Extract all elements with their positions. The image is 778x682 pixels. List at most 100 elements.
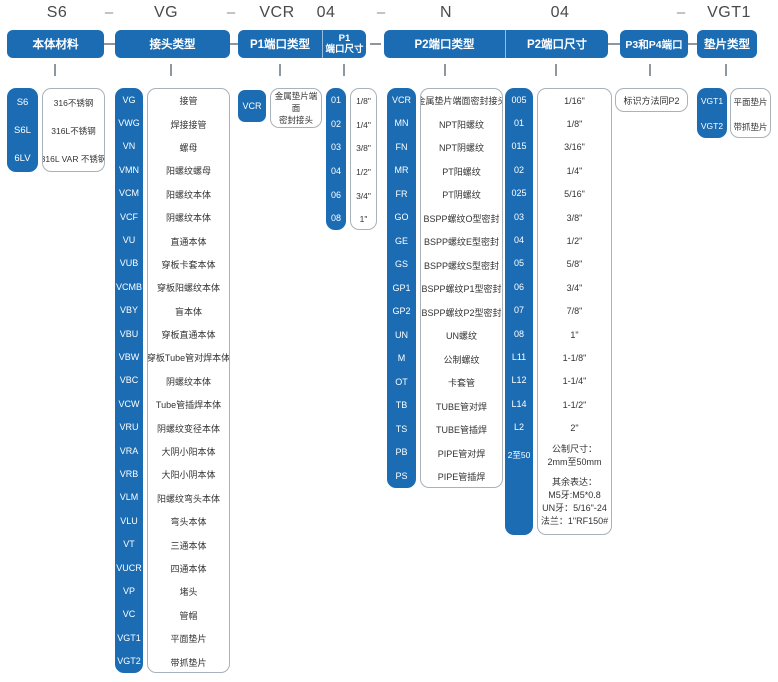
code-cell: 03 [330,142,341,153]
label-cell: 螺母 [179,142,198,153]
label-cell: 焊接接管 [170,119,207,130]
code-cell: FR [395,188,408,199]
label-cell: 1/4" [566,165,583,176]
p1-type-label: 金属垫片端面 密封接头 [270,88,322,128]
label-cell: PIPE管插焊 [437,472,486,483]
code-cell: VGT1 [700,95,724,106]
code-cell: VUB [119,258,139,269]
label-cell: Tube管插焊本体 [155,400,222,411]
body-material-codes: S6 S6L 6LV [7,88,38,172]
code-cell: 04 [513,235,524,246]
code-cell: L12 [511,375,527,386]
gasket-type-codes: VGT1 VGT2 [697,88,727,138]
code-cell: S6L [14,124,31,136]
code-cell: 08 [330,213,341,224]
label-cell: TUBE管对焊 [435,401,487,412]
code-cell: 06 [330,189,341,200]
header-p1-type: P1端口类型 [249,39,311,51]
label-cell: PT阴螺纹 [442,190,481,201]
tick-line [170,64,172,76]
label-cell: 1" [570,329,579,340]
code-cell: VLM [119,492,139,503]
p2-type-codes: VCR MN FN MR FR GO GE GS GP1 GP2 UN M OT TB TS PB PS [387,88,416,488]
code-cell: PS [395,470,408,481]
tick-line [725,64,727,76]
label-cell: 2" [570,423,579,434]
p2-type-labels: 金属垫片端面密封接头 NPT阳螺纹 NPT阴螺纹 PT阳螺纹 PT阴螺纹 BSPP螺纹O型… [420,88,503,488]
label-cell: 5/8" [566,259,583,270]
code-cell: S6 [16,96,29,108]
label-cell: 公制螺纹 [443,354,480,365]
label-cell-note: 其余表达： M5牙:M5*0.8 UN牙：5/16"-24 法兰：1"RF150… [540,476,609,526]
code-separator: – [104,4,114,21]
p1-type-code: VCR [238,90,266,122]
label-cell: 盲本体 [174,306,202,317]
label-cell: 穿板Tube管对焊本体 [147,353,230,364]
header-body-material: 本体材料 [7,30,104,58]
code-cell: VT [123,539,135,550]
code-cell-metric: 2至50 [507,449,531,460]
code-cell: 06 [513,281,524,292]
label-cell: 标识方法同P2 [623,95,680,106]
header-connector-type: 接头类型 [115,30,230,58]
code-cell: GS [394,259,408,270]
p3-p4-note-box: 标识方法同P2 [615,88,688,112]
code-cell: VUCR [116,562,142,573]
code-cell: L14 [511,398,527,409]
label-cell: BSPP螺纹P2型密封 [421,307,502,318]
connector-line [688,43,697,45]
label-cell: 穿板卡套本体 [161,259,216,270]
code-cell: VCW [118,398,140,409]
label-cell: 金属垫片端面密封接头 [420,96,503,107]
label-cell: 平面垫片 [733,96,768,107]
code-cell: VMN [119,164,139,175]
label-cell: 阴螺纹本体 [165,213,211,224]
code-separator: – [226,4,236,21]
code-p2-size: 04 [550,4,570,21]
label-cell: BSPP螺纹E型密封 [423,237,499,248]
code-cell: VC [122,609,136,620]
label-cell: 卡套管 [447,378,475,389]
code-cell: PB [395,447,408,458]
pill-filler [505,471,533,535]
code-cell: 07 [513,305,524,316]
tick-line [555,64,557,76]
label-cell: 7/8" [566,306,583,317]
code-cell: VP [122,585,135,596]
label-cell: 带抓垫片 [170,657,207,668]
code-cell: VRU [119,422,139,433]
tick-line [444,64,446,76]
label-cell: 金属垫片端面 密封接头 [274,90,318,126]
code-p2-type: N [439,4,453,21]
code-cell: VCM [119,188,139,199]
gasket-type-labels: 平面垫片 带抓垫片 [730,88,771,138]
code-cell: VBY [119,305,138,316]
label-cell: BSPP螺纹S型密封 [423,260,499,271]
label-cell: 1/8" [566,119,583,130]
code-cell: VN [122,141,136,152]
label-cell: 四通本体 [170,564,207,574]
label-cell: 3/8" [566,212,583,223]
code-cell: GP1 [392,282,411,293]
code-cell: VGT2 [117,656,141,667]
code-cell: 04 [330,165,341,176]
label-cell: 大阴小阳本体 [161,447,216,458]
code-cell: VWG [118,118,140,129]
connector-type-codes: VG VWG VN VMN VCM VCF VU VUB VCMB VBY VBU VBW VBC VCW… [115,88,143,673]
code-cell: VLU [120,515,138,526]
code-cell: VU [122,235,136,246]
label-cell: 1-1/8" [562,352,587,363]
label-cell: 1/2" [356,166,371,177]
label-cell: 大阳小阴本体 [161,470,216,481]
connector-line [230,43,238,45]
label-cell: 管帽 [179,610,198,621]
code-separator: – [376,4,386,21]
code-cell: OT [395,376,408,387]
label-cell: PIPE管对焊 [437,448,486,459]
tick-line [279,64,281,76]
label-cell: TUBE管插焊 [435,425,487,436]
code-p1-type: VCR [259,4,295,21]
code-cell: 025 [511,188,527,199]
connector-line [608,43,620,45]
label-cell: 阴螺纹变径本体 [156,423,220,434]
